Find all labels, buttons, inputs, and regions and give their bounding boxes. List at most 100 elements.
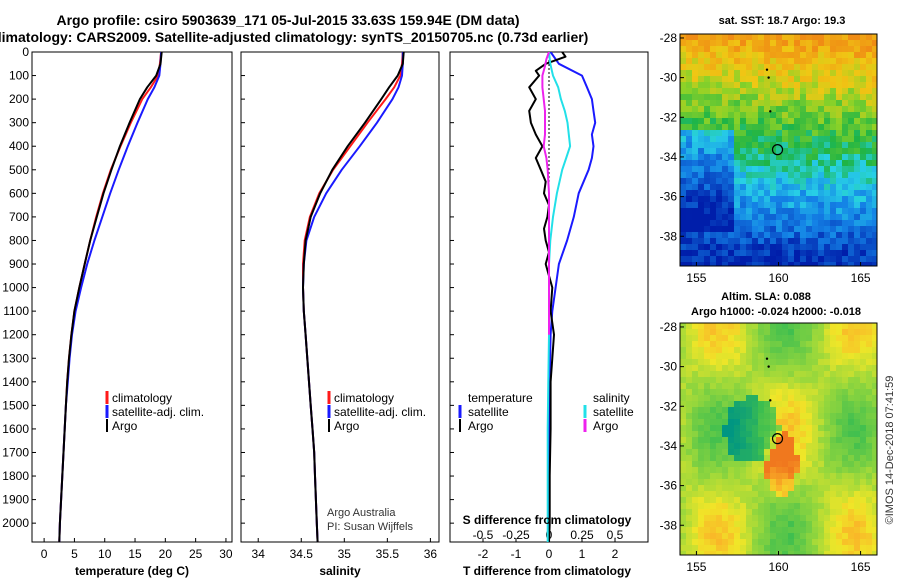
heat-cell <box>860 142 867 149</box>
heat-cell <box>866 70 873 77</box>
heat-cell <box>818 94 825 101</box>
heat-cell <box>836 124 843 131</box>
heat-cell <box>692 497 699 504</box>
heat-cell <box>806 407 813 414</box>
heat-cell <box>860 160 867 167</box>
heat-cell <box>836 455 843 462</box>
heat-cell <box>794 184 801 191</box>
heat-cell <box>746 461 753 468</box>
y-tick-label: 1200 <box>2 328 29 342</box>
heat-cell <box>842 166 849 173</box>
heat-cell <box>872 94 877 101</box>
heat-cell <box>872 467 877 474</box>
heat-cell <box>854 88 861 95</box>
heat-cell <box>872 539 877 546</box>
difference-legend: temperature satellite Argo salinity sate… <box>458 391 634 433</box>
heat-cell <box>692 545 699 552</box>
heat-cell <box>680 214 687 221</box>
heat-cell <box>734 226 741 233</box>
heat-cell <box>710 58 717 65</box>
legend-label-t-satellite: satellite <box>468 405 509 419</box>
heat-cell <box>704 52 711 59</box>
heat-cell <box>806 64 813 71</box>
heat-cell <box>860 359 867 366</box>
heat-cell <box>680 256 687 263</box>
heat-cell <box>716 365 723 372</box>
heat-cell <box>800 76 807 83</box>
heat-cell <box>854 545 861 552</box>
heat-cell <box>758 449 765 456</box>
heat-cell <box>764 353 771 360</box>
heat-cell <box>836 52 843 59</box>
heat-cell <box>872 347 877 354</box>
heat-cell <box>788 353 795 360</box>
heat-cell <box>716 250 723 257</box>
y-tick-label: 500 <box>9 163 29 177</box>
heat-cell <box>686 64 693 71</box>
heat-cell <box>836 497 843 504</box>
heat-cell <box>698 46 705 53</box>
heat-cell <box>728 118 735 125</box>
heat-cell <box>716 437 723 444</box>
heat-cell <box>764 407 771 414</box>
heat-cell <box>752 431 759 438</box>
heat-cell <box>842 118 849 125</box>
heat-cell <box>752 82 759 89</box>
heat-cell <box>860 250 867 257</box>
heat-cell <box>770 190 777 197</box>
heat-cell <box>716 449 723 456</box>
heat-cell <box>698 100 705 107</box>
heat-cell <box>818 208 825 215</box>
heat-cell <box>848 551 855 555</box>
heat-cell <box>866 178 873 185</box>
heat-cell <box>698 124 705 131</box>
heat-cell <box>680 70 687 77</box>
heat-cell <box>680 160 687 167</box>
heat-cell <box>722 455 729 462</box>
heat-cell <box>812 118 819 125</box>
heat-cell <box>842 407 849 414</box>
heat-cell <box>722 94 729 101</box>
heat-cell <box>842 76 849 83</box>
heat-cell <box>722 262 729 266</box>
heat-cell <box>842 443 849 450</box>
heat-cell <box>824 437 831 444</box>
heat-cell <box>782 407 789 414</box>
heat-cell <box>740 491 747 498</box>
heat-cell <box>776 527 783 534</box>
heat-cell <box>776 419 783 426</box>
x-tick-label: 35 <box>338 547 352 561</box>
map-x-tick-label: 155 <box>686 271 706 285</box>
heat-cell <box>698 443 705 450</box>
heat-cell <box>830 46 837 53</box>
heat-cell <box>710 160 717 167</box>
heat-cell <box>872 329 877 336</box>
heat-cell <box>806 76 813 83</box>
heat-cell <box>698 395 705 402</box>
heat-cell <box>800 455 807 462</box>
heat-cell <box>746 100 753 107</box>
heat-cell <box>716 389 723 396</box>
heat-cell <box>806 413 813 420</box>
heat-cell <box>692 323 699 330</box>
legend-label-satellite: satellite-adj. clim. <box>334 405 426 419</box>
heat-cell <box>716 190 723 197</box>
heat-cell <box>794 497 801 504</box>
heat-cell <box>770 106 777 113</box>
heat-cell <box>800 244 807 251</box>
heat-cell <box>788 371 795 378</box>
heat-cell <box>824 154 831 161</box>
heat-cell <box>872 509 877 516</box>
heat-cell <box>752 545 759 552</box>
heat-cell <box>758 353 765 360</box>
heat-cell <box>728 413 735 420</box>
heat-cell <box>866 509 873 516</box>
heat-cell <box>842 130 849 137</box>
heat-cell <box>710 256 717 263</box>
heat-cell <box>740 190 747 197</box>
heat-cell <box>776 52 783 59</box>
heat-cell <box>782 533 789 540</box>
heat-cell <box>848 365 855 372</box>
heat-cell <box>758 437 765 444</box>
heat-cell <box>788 34 795 41</box>
